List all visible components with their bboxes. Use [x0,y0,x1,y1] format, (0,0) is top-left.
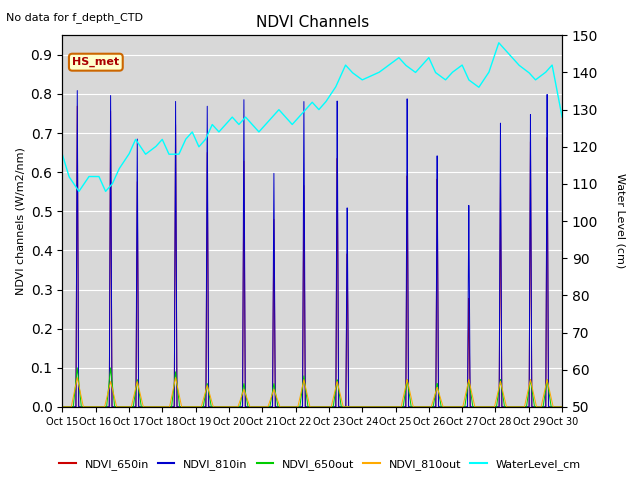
Text: No data for f_depth_CTD: No data for f_depth_CTD [6,12,143,23]
Y-axis label: Water Level (cm): Water Level (cm) [615,173,625,269]
Title: NDVI Channels: NDVI Channels [255,15,369,30]
Text: HS_met: HS_met [72,57,120,67]
Y-axis label: NDVI channels (W/m2/nm): NDVI channels (W/m2/nm) [15,147,25,295]
Legend: NDVI_650in, NDVI_810in, NDVI_650out, NDVI_810out, WaterLevel_cm: NDVI_650in, NDVI_810in, NDVI_650out, NDV… [54,455,586,474]
